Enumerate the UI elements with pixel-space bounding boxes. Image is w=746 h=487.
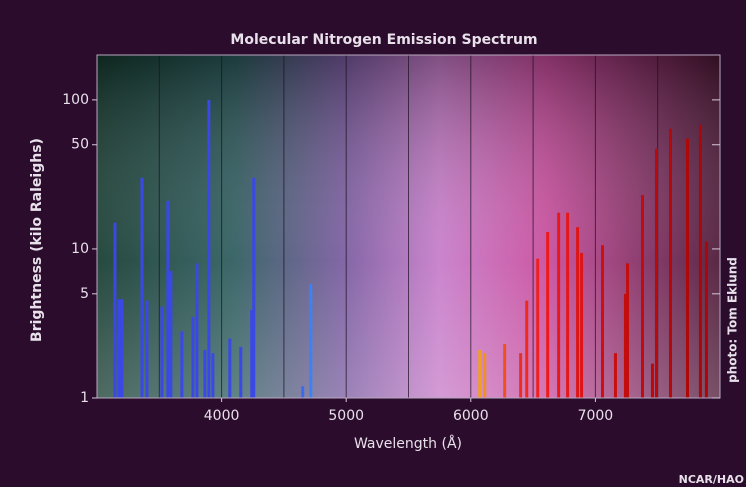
emission-line: [640, 195, 644, 398]
emission-line: [580, 252, 584, 398]
emission-line: [650, 363, 654, 398]
x-axis-title: Wavelength (Å): [354, 435, 462, 452]
emission-line: [207, 99, 211, 398]
emission-line: [203, 349, 207, 398]
emission-line: [576, 227, 580, 398]
emission-line: [180, 331, 184, 398]
y-axis-title: Brightness (kilo Raleighs): [29, 138, 45, 342]
emission-line: [309, 284, 313, 398]
x-tick-label: 5000: [328, 408, 364, 424]
emission-line: [211, 353, 215, 398]
emission-line: [252, 177, 256, 398]
emission-line: [478, 349, 482, 398]
x-tick-label: 7000: [578, 408, 614, 424]
emission-line: [145, 300, 149, 398]
emission-line: [140, 177, 144, 398]
emission-line: [483, 353, 487, 398]
y-tick-label: 10: [71, 241, 89, 257]
emission-line: [191, 316, 195, 398]
emission-line: [546, 231, 550, 398]
emission-line: [613, 353, 617, 398]
emission-line: [566, 212, 570, 398]
emission-line: [669, 128, 673, 398]
emission-line: [113, 222, 117, 398]
plot-frame: [96, 54, 721, 399]
y-tick-label: 50: [71, 137, 89, 153]
y-tick-label: 1: [80, 390, 89, 406]
emission-line: [685, 138, 689, 398]
photo-credit: photo: Tom Eklund: [726, 257, 740, 383]
emission-line: [228, 338, 232, 398]
emission-line: [623, 293, 627, 398]
emission-line: [601, 245, 605, 398]
emission-line: [195, 263, 199, 398]
x-tick-label: 6000: [453, 408, 489, 424]
emission-line: [654, 148, 658, 398]
emission-line: [120, 299, 124, 398]
emission-line: [301, 386, 305, 398]
emission-line: [166, 200, 170, 398]
emission-line: [239, 346, 243, 398]
emission-line: [698, 124, 702, 398]
emission-line: [557, 212, 561, 398]
emission-line: [117, 299, 121, 398]
emission-line: [536, 258, 540, 398]
emission-line: [626, 263, 630, 398]
emission-line: [160, 306, 164, 398]
emission-line: [169, 271, 173, 398]
x-tick-label: 4000: [204, 408, 240, 424]
emission-line: [704, 241, 708, 398]
source-credit: NCAR/HAO: [679, 473, 744, 486]
emission-line: [519, 353, 523, 398]
emission-line: [525, 300, 529, 398]
chart-title: Molecular Nitrogen Emission Spectrum: [230, 32, 537, 48]
y-tick-label: 100: [62, 92, 89, 108]
emission-line: [503, 344, 507, 398]
y-tick-label: 5: [80, 286, 89, 302]
emission-line: [250, 309, 254, 398]
